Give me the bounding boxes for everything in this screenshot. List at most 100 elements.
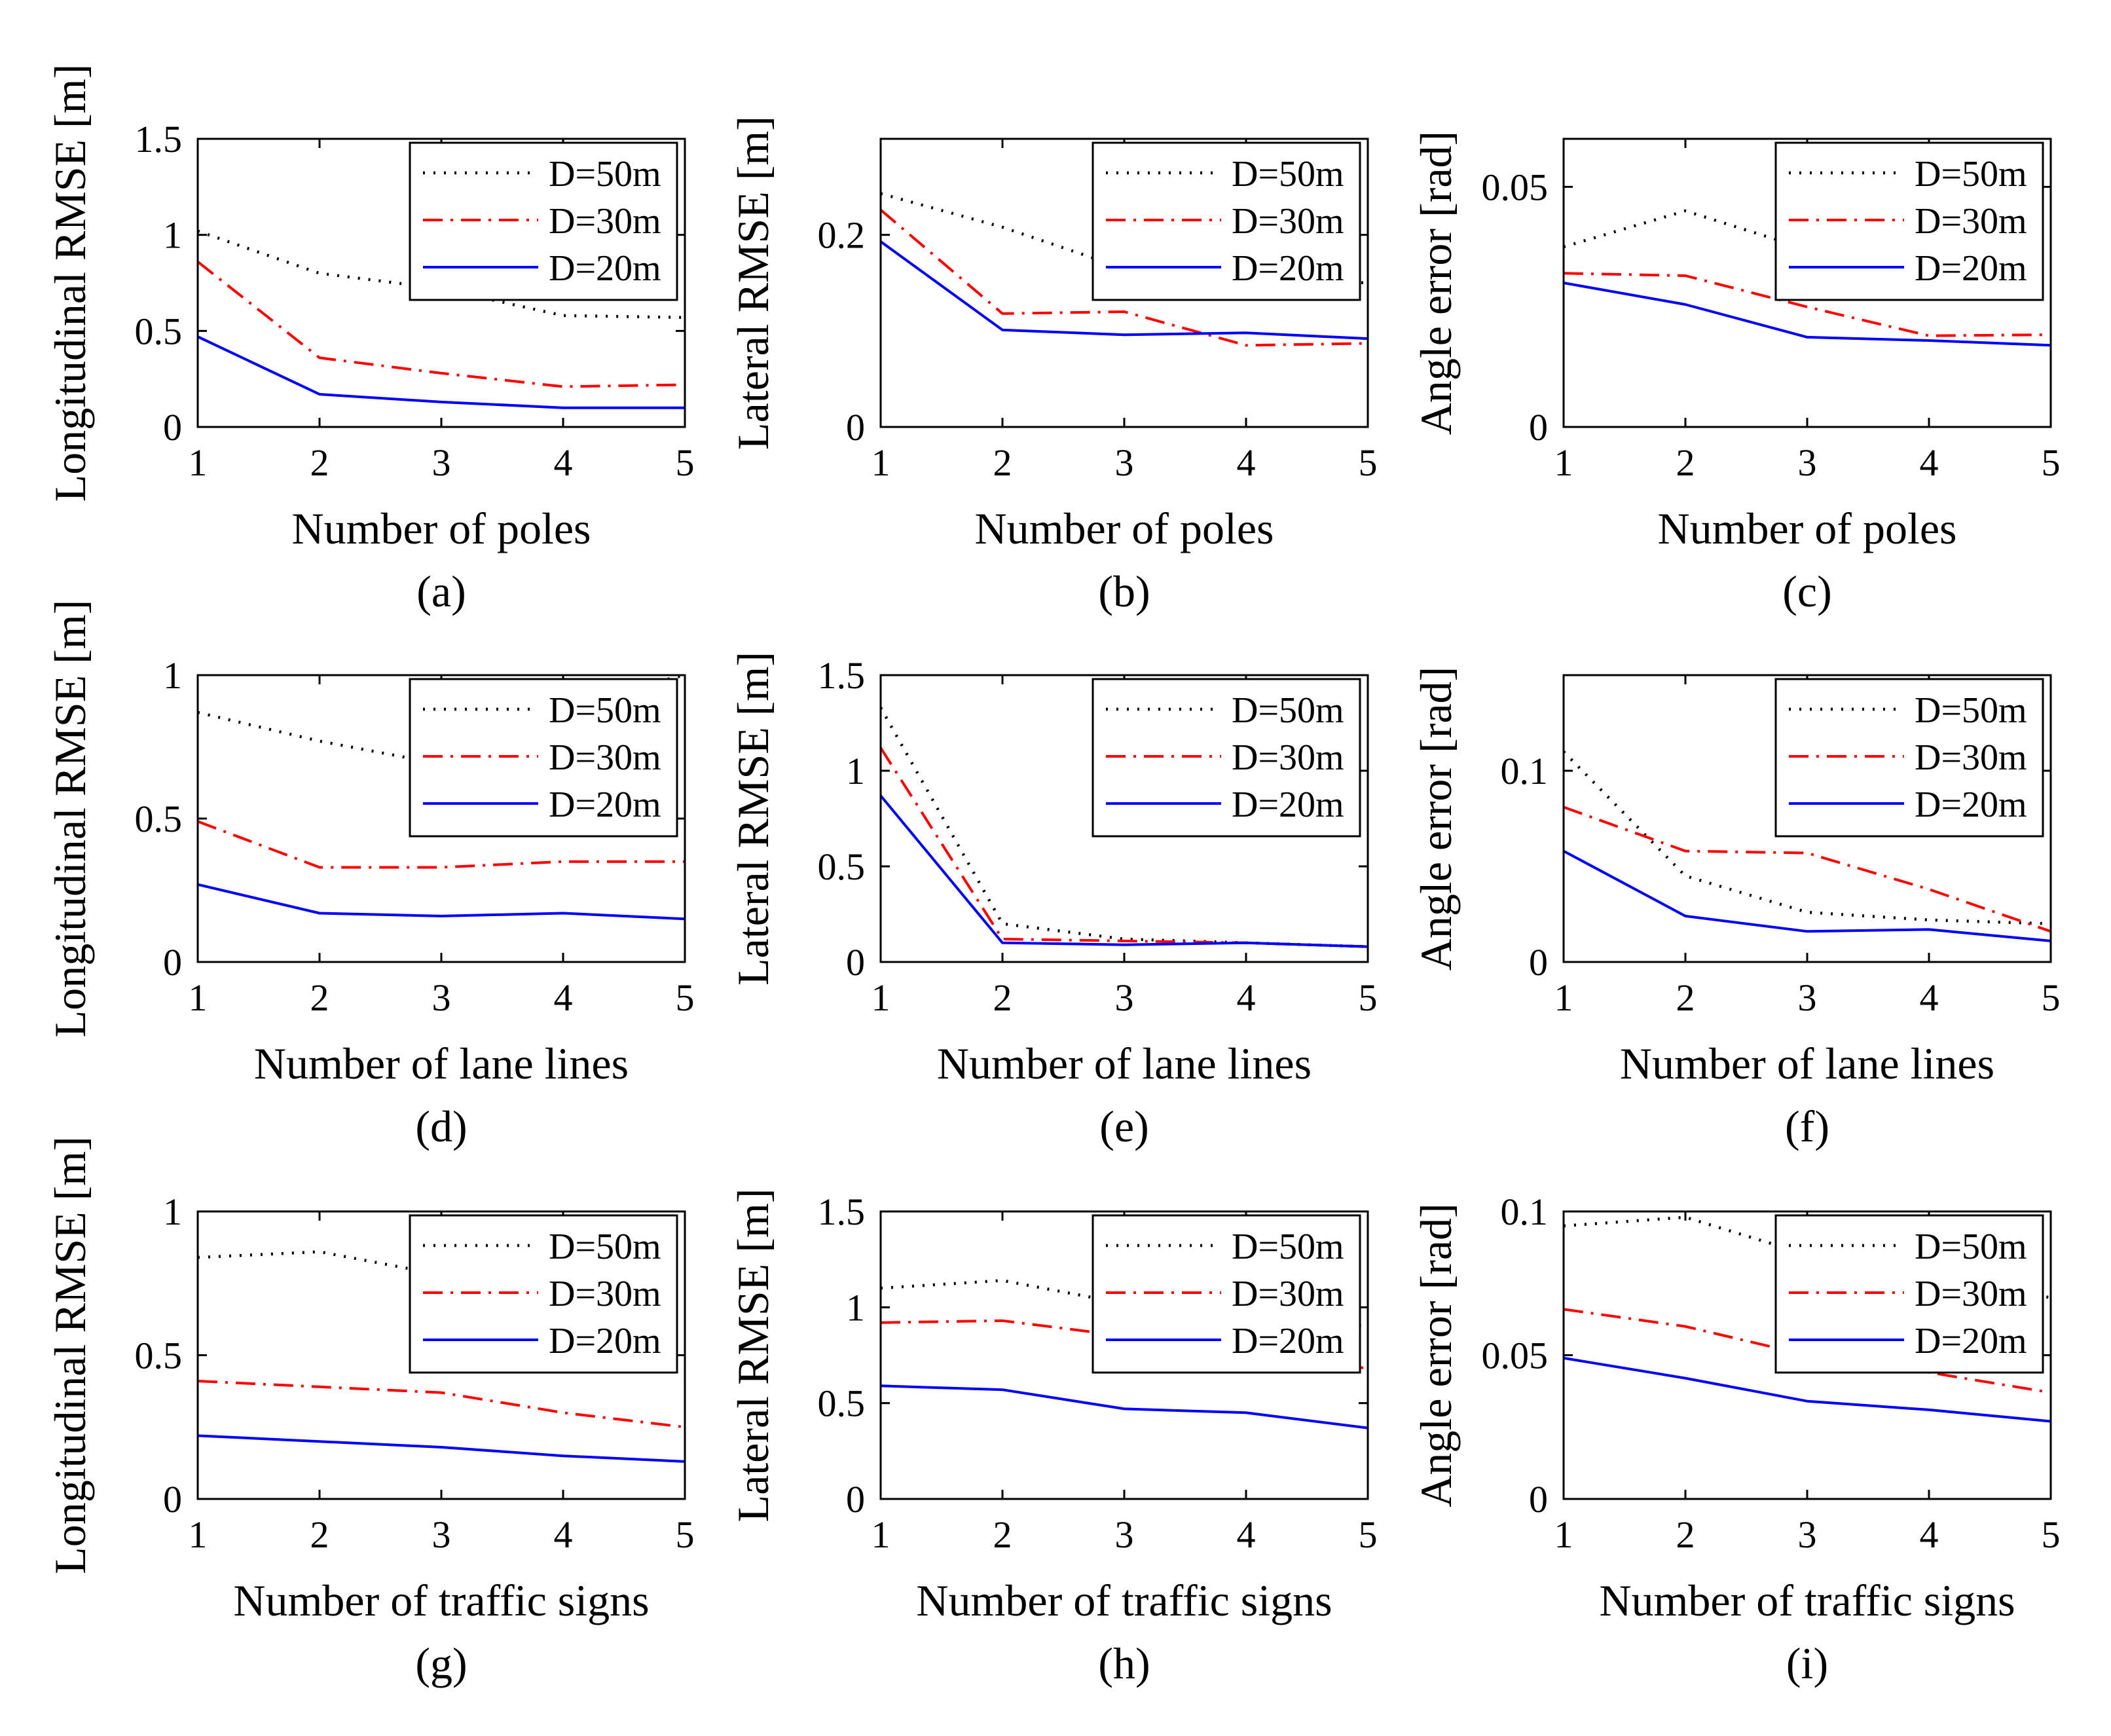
x-tick-label: 3 [1115, 976, 1134, 1019]
subplot-caption: (g) [415, 1638, 467, 1688]
legend-entry: D=30m [1915, 737, 2027, 778]
subplot-caption: (a) [416, 566, 466, 616]
x-tick-label: 1 [189, 1513, 208, 1556]
legend-entry: D=50m [1232, 1227, 1344, 1267]
subplot-caption: (d) [415, 1101, 467, 1151]
legend: D=50m D=30m D=20m [1092, 141, 1361, 301]
y-tick-label: 0.05 [1482, 166, 1549, 208]
y-tick-label: 0.1 [1501, 750, 1549, 792]
legend-entry: D=20m [1915, 1321, 2027, 1361]
x-tick-label: 2 [1676, 976, 1695, 1019]
subplot-caption: (i) [1786, 1638, 1828, 1688]
legend-entry: D=30m [549, 1274, 661, 1314]
x-tick-label: 1 [189, 441, 208, 484]
y-tick-label: 0 [163, 406, 182, 449]
x-tick-label: 5 [676, 1513, 695, 1556]
x-tick-label: 5 [1359, 1513, 1378, 1556]
legend-entry: D=20m [1915, 785, 2027, 825]
plot-area [198, 675, 685, 921]
plot-area [198, 1250, 685, 1463]
x-tick-label: 4 [554, 1513, 573, 1556]
series-line-b-1 [881, 192, 1368, 285]
x-axis-label: Number of traffic signs [1599, 1576, 2015, 1625]
chart-h: 1 2 3 4 5 0 0.5 1 1.5 Number of traffic signs Late… [728, 1189, 1378, 1688]
legend-entry: D=30m [1232, 201, 1344, 242]
x-axis-label: Number of poles [291, 504, 591, 553]
legend-entry: D=20m [549, 1321, 661, 1361]
y-tick-label: 1 [846, 1286, 865, 1329]
x-tick-label: 2 [310, 441, 329, 484]
plot-area [881, 707, 1368, 948]
legend-entry: D=20m [549, 785, 661, 825]
y-tick-label: 0.2 [818, 214, 866, 257]
x-axis-label: Number of poles [1657, 504, 1956, 553]
legend-entry: D=20m [1232, 785, 1344, 825]
series-line-d-3 [198, 883, 685, 921]
legend-entry: D=50m [1915, 154, 2027, 194]
chart-c: 1 2 3 4 5 0 0.05 Number of poles Angle error [ra… [1411, 131, 2061, 616]
legend: D=50m D=30m D=20m [409, 141, 678, 301]
legend-entry: D=20m [1232, 248, 1344, 289]
y-tick-label: 1.5 [818, 1191, 866, 1233]
series-line-a-2 [198, 261, 685, 388]
legend-entry: D=30m [1232, 737, 1344, 778]
x-tick-label: 5 [2042, 976, 2061, 1019]
y-tick-label: 0 [846, 1478, 865, 1521]
x-tick-label: 4 [554, 976, 573, 1019]
x-axis-label: Number of traffic signs [916, 1576, 1332, 1625]
y-axis-label: Longitudinal RMSE [m] [45, 64, 95, 502]
series-line-f-3 [1564, 849, 2051, 942]
legend: D=50m D=30m D=20m [409, 1214, 678, 1374]
legend-entry: D=20m [1915, 248, 2027, 289]
x-tick-label: 4 [1920, 441, 1939, 484]
chart-d: 1 2 3 4 5 0 0.5 1 Number of lane lines Longitudin… [45, 600, 695, 1151]
series-line-b-2 [881, 208, 1368, 347]
x-tick-label: 3 [1115, 1513, 1134, 1556]
x-axis-label: Number of poles [974, 504, 1274, 553]
series-line-c-3 [1564, 282, 2051, 347]
x-tick-label: 4 [1237, 441, 1256, 484]
legend-entry: D=50m [1915, 690, 2027, 731]
x-tick-label: 4 [1920, 1513, 1939, 1556]
subplot-caption: (c) [1782, 566, 1831, 616]
x-tick-label: 4 [1237, 976, 1256, 1019]
x-tick-label: 3 [432, 1513, 451, 1556]
x-tick-label: 1 [1554, 1513, 1573, 1556]
y-tick-label: 0.5 [135, 798, 183, 840]
x-tick-label: 1 [189, 976, 208, 1019]
x-tick-label: 2 [993, 1513, 1012, 1556]
x-tick-label: 5 [676, 976, 695, 1019]
legend-entry: D=30m [549, 737, 661, 778]
y-tick-label: 0 [846, 941, 865, 984]
legend-entry: D=50m [549, 1227, 661, 1267]
y-tick-label: 1 [163, 214, 182, 257]
x-axis-label: Number of traffic signs [233, 1576, 649, 1625]
subplot-caption: (e) [1099, 1101, 1148, 1151]
x-tick-label: 4 [1920, 976, 1939, 1019]
y-tick-label: 0 [163, 1478, 182, 1521]
x-tick-label: 2 [310, 976, 329, 1019]
x-tick-label: 3 [1798, 976, 1817, 1019]
y-tick-label: 0.5 [135, 310, 183, 352]
x-axis-label: Number of lane lines [254, 1039, 629, 1088]
x-tick-label: 3 [432, 441, 451, 484]
legend-entry: D=50m [1232, 690, 1344, 731]
subplot-caption: (h) [1098, 1638, 1150, 1688]
y-tick-label: 0 [163, 941, 182, 984]
chart-b: 1 2 3 4 5 0 0.2 Number of poles Lateral RMSE [m]… [728, 116, 1378, 616]
x-axis-label: Number of lane lines [937, 1039, 1312, 1088]
x-tick-label: 5 [1359, 976, 1378, 1019]
series-line-c-2 [1564, 272, 2051, 337]
series-line-a-3 [198, 335, 685, 409]
x-tick-label: 3 [1798, 441, 1817, 484]
y-axis-label: Lateral RMSE [m] [728, 652, 778, 986]
y-tick-label: 1.5 [135, 118, 183, 160]
legend-entry: D=50m [549, 690, 661, 731]
x-tick-label: 1 [872, 976, 890, 1019]
plot-area [1564, 1215, 2051, 1423]
x-tick-label: 2 [1676, 1513, 1695, 1556]
chart-a: 1 2 3 4 5 0 0.5 1 1.5 Number of poles Longitudinal… [45, 64, 695, 616]
legend: D=50m D=30m D=20m [409, 678, 678, 838]
x-tick-label: 5 [676, 441, 695, 484]
